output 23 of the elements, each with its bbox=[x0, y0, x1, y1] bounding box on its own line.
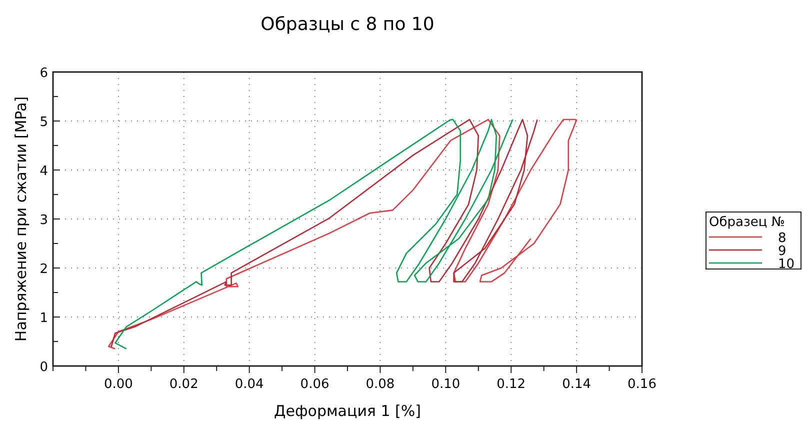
x-tick-label: 0.12 bbox=[496, 377, 526, 392]
y-tick-label: 4 bbox=[40, 164, 48, 179]
x-tick-label: 0.06 bbox=[300, 377, 330, 392]
x-tick-label: 0.16 bbox=[628, 377, 656, 392]
x-tick-label: 0.08 bbox=[366, 377, 395, 392]
x-tick-label: 0.00 bbox=[104, 377, 133, 392]
legend-title: Образец № bbox=[709, 215, 785, 230]
legend-label: 10 bbox=[778, 257, 795, 272]
y-tick-label: 0 bbox=[40, 360, 48, 375]
y-axis-title: Напряжение при сжатии [MPa] bbox=[12, 96, 30, 342]
x-tick-label: 0.02 bbox=[169, 377, 198, 392]
y-tick-label: 2 bbox=[40, 262, 48, 277]
x-tick-label: 0.14 bbox=[562, 377, 592, 392]
x-tick-label: 0.04 bbox=[234, 377, 264, 392]
x-axis-title: Деформация 1 [%] bbox=[274, 402, 421, 420]
x-tick-label: 0.10 bbox=[431, 377, 460, 392]
y-tick-label: 6 bbox=[40, 66, 48, 81]
y-tick-label: 3 bbox=[40, 213, 48, 228]
chart-title: Образцы с 8 по 10 bbox=[260, 14, 434, 35]
y-tick-label: 5 bbox=[40, 115, 48, 130]
y-tick-label: 1 bbox=[40, 311, 48, 326]
legend-label: 8 bbox=[778, 231, 786, 246]
legend-label: 9 bbox=[778, 244, 786, 259]
